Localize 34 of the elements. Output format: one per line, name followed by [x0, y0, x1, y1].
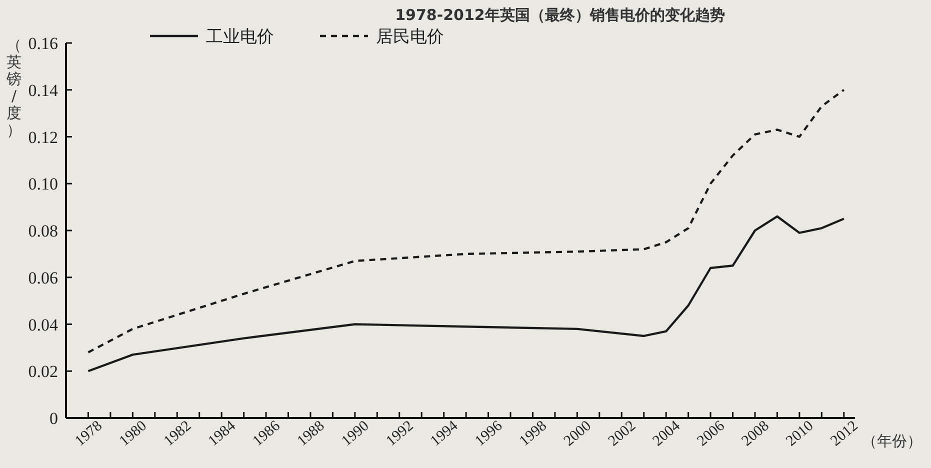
x-tick-label: 2010 — [783, 418, 817, 450]
line-series — [87, 88, 845, 354]
x-tick-label: 2012 — [828, 418, 862, 450]
y-tick-label: 0.04 — [28, 315, 58, 334]
x-tick-label: 1984 — [206, 418, 240, 450]
y-tick-label: 0 — [50, 409, 58, 428]
x-tick-label: 1980 — [116, 418, 150, 450]
y-tick-label: 0.14 — [28, 80, 58, 100]
x-tick-label: 1994 — [428, 418, 462, 450]
x-axis-title: （年份） — [862, 432, 922, 450]
y-tick-label: 0.12 — [28, 128, 58, 147]
x-tick-label: 1996 — [472, 418, 506, 450]
x-tick-label: 2000 — [561, 418, 594, 450]
legend-label: 工业电价 — [206, 27, 274, 47]
y-axis-title: （英镑/度） — [6, 36, 22, 139]
y-tick-label: 0.16 — [28, 34, 58, 53]
x-tick-label: 2008 — [738, 418, 772, 450]
y-tick-label: 0.10 — [28, 174, 58, 194]
line-series — [87, 215, 845, 372]
legend-label: 居民电价 — [376, 27, 444, 47]
x-tick-label: 2002 — [606, 418, 639, 450]
x-tick-label: 1988 — [294, 418, 328, 450]
x-tick-label: 1992 — [383, 418, 417, 450]
x-tick-label: 1986 — [250, 418, 284, 450]
chart-title: 1978-2012年英国（最终）销售电价的变化趋势 — [395, 6, 725, 24]
x-tick-label: 2006 — [694, 418, 728, 450]
y-tick-label: 0.08 — [28, 222, 58, 240]
y-tick-label: 0.06 — [28, 268, 58, 288]
x-tick-label: 1998 — [516, 418, 550, 450]
y-tick-label: 0.02 — [28, 362, 58, 382]
x-tick-label: 1990 — [338, 418, 372, 450]
x-tick-label: 1982 — [161, 418, 194, 450]
x-tick-label: 1978 — [72, 418, 106, 450]
x-tick-label: 2004 — [650, 418, 684, 450]
